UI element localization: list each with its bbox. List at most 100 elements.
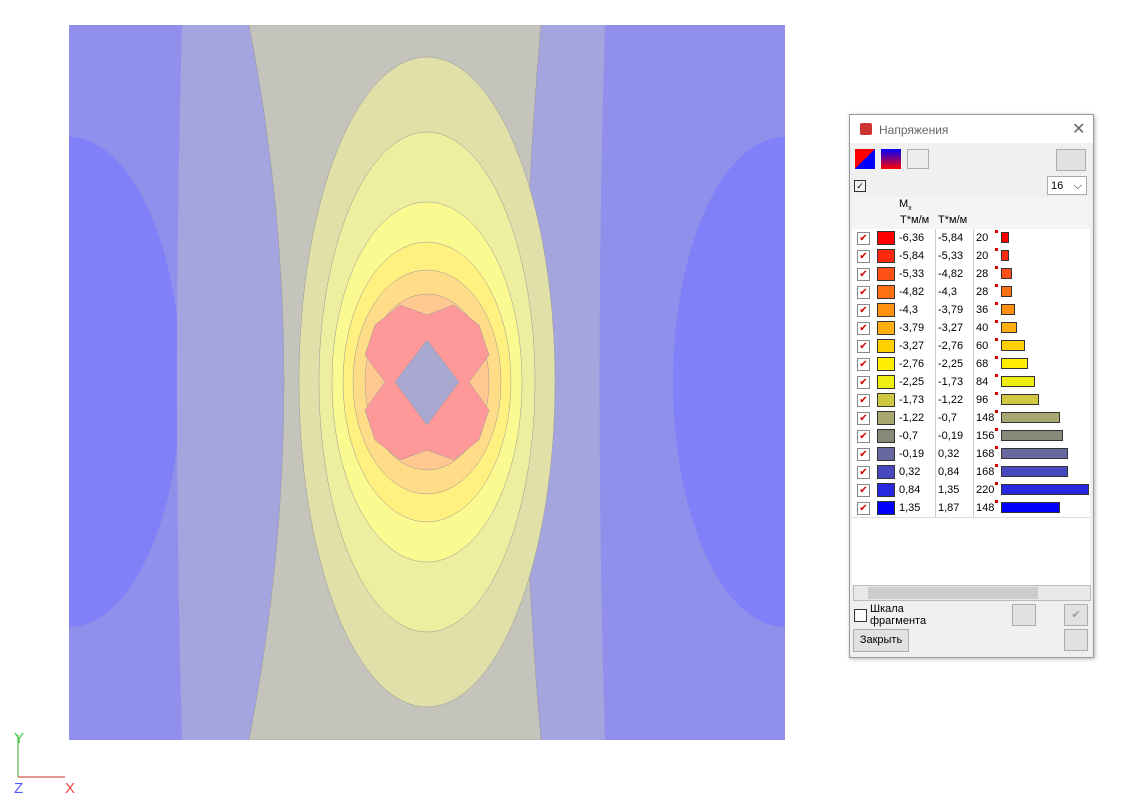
row-check[interactable]: ✔ <box>857 268 870 281</box>
table-row: ✔ 0,32 0,84 168 <box>852 463 1090 482</box>
range-to: -3,27 <box>936 319 974 337</box>
count-bar <box>1001 394 1040 405</box>
row-check[interactable]: ✔ <box>857 340 870 353</box>
count-bar <box>1001 376 1035 387</box>
table-row: ✔ -2,25 -1,73 84 <box>852 373 1090 392</box>
range-to: -1,22 <box>936 391 974 409</box>
table-row: ✔ -1,73 -1,22 96 <box>852 391 1090 410</box>
apply-button[interactable]: ✔ <box>1064 604 1088 626</box>
count-bar <box>1001 448 1069 459</box>
scrollbar[interactable] <box>853 585 1091 601</box>
tool-button[interactable] <box>1056 149 1086 171</box>
row-check[interactable]: ✔ <box>857 358 870 371</box>
color-swatch <box>877 393 895 407</box>
range-to: -4,3 <box>936 283 974 301</box>
table-row: ✔ -4,82 -4,3 28 <box>852 283 1090 302</box>
range-from: -2,76 <box>897 355 936 373</box>
marker <box>995 392 998 395</box>
table-row: ✔ -0,7 -0,19 156 <box>852 427 1090 446</box>
range-to: 0,32 <box>936 445 974 463</box>
row-check[interactable]: ✔ <box>857 412 870 425</box>
color-swatch <box>877 483 895 497</box>
tool-button[interactable] <box>1064 629 1088 651</box>
count: 20 <box>976 250 989 262</box>
settings-button[interactable] <box>1012 604 1036 626</box>
color-swatch <box>877 429 895 443</box>
range-from: -6,36 <box>897 229 936 247</box>
table-row: ✔ -3,27 -2,76 60 <box>852 337 1090 356</box>
range-to: -5,33 <box>936 247 974 265</box>
color-swatch <box>877 249 895 263</box>
table-row: ✔ -6,36 -5,84 20 <box>852 229 1090 248</box>
row-check[interactable]: ✔ <box>857 250 870 263</box>
count-bar <box>1001 358 1029 369</box>
count-bar <box>1001 466 1069 477</box>
tool-button[interactable] <box>881 149 901 169</box>
row-check[interactable]: ✔ <box>857 430 870 443</box>
row-check[interactable]: ✔ <box>857 394 870 407</box>
checkbox[interactable]: ✓ <box>854 180 866 192</box>
count: 168 <box>976 448 995 460</box>
row-check[interactable]: ✔ <box>857 466 870 479</box>
count: 156 <box>976 430 995 442</box>
range-from: -0,7 <box>897 427 936 445</box>
range-to: -0,7 <box>936 409 974 427</box>
range-from: 1,35 <box>897 499 936 517</box>
range-from: 0,32 <box>897 463 936 481</box>
color-swatch <box>877 231 895 245</box>
marker <box>995 446 998 449</box>
marker <box>995 284 998 287</box>
color-swatch <box>877 321 895 335</box>
row-check[interactable]: ✔ <box>857 322 870 335</box>
title-bar: Напряжения ✕ <box>850 115 1093 143</box>
range-from: -3,27 <box>897 337 936 355</box>
checkbox[interactable] <box>854 609 867 622</box>
count-select[interactable]: 16 ⌵ <box>1047 176 1087 195</box>
close-button[interactable]: Закрыть <box>853 629 909 652</box>
table-row: ✔ -4,3 -3,79 36 <box>852 301 1090 320</box>
label-line: Шкала <box>870 603 904 615</box>
marker <box>995 374 998 377</box>
tool-button[interactable] <box>855 149 875 169</box>
count: 60 <box>976 340 989 352</box>
range-to: -1,73 <box>936 373 974 391</box>
axis-x: X <box>65 780 75 797</box>
range-from: -1,22 <box>897 409 936 427</box>
range-to: 0,84 <box>936 463 974 481</box>
row-check[interactable]: ✔ <box>857 484 870 497</box>
count-bar <box>1001 430 1064 441</box>
range-from: -1,73 <box>897 391 936 409</box>
count: 40 <box>976 322 989 334</box>
range-from: -3,79 <box>897 319 936 337</box>
marker <box>995 320 998 323</box>
color-swatch <box>877 267 895 281</box>
row-check[interactable]: ✔ <box>857 376 870 389</box>
count: 168 <box>976 466 995 478</box>
range-to: -2,76 <box>936 337 974 355</box>
contour-plot <box>69 25 785 740</box>
tool-button[interactable] <box>907 149 929 169</box>
range-from: -4,82 <box>897 283 936 301</box>
axis-gizmo: Y Z X <box>14 730 75 797</box>
close-icon[interactable]: ✕ <box>1072 121 1086 138</box>
app-icon <box>860 123 872 135</box>
marker <box>995 410 998 413</box>
range-to: 1,35 <box>936 481 974 499</box>
label-line: фрагмента <box>870 615 927 627</box>
row-check[interactable]: ✔ <box>857 304 870 317</box>
row-check[interactable]: ✔ <box>857 286 870 299</box>
count: 220 <box>976 484 995 496</box>
count-bar <box>1001 502 1061 513</box>
marker <box>995 464 998 467</box>
row-check[interactable]: ✔ <box>857 502 870 515</box>
table-row: ✔ 1,35 1,87 148 <box>852 499 1090 518</box>
color-swatch <box>877 375 895 389</box>
count-bar <box>1001 268 1013 279</box>
range-to: -2,25 <box>936 355 974 373</box>
marker <box>995 338 998 341</box>
row-check[interactable]: ✔ <box>857 448 870 461</box>
row-check[interactable]: ✔ <box>857 232 870 245</box>
symbol: M <box>899 198 909 210</box>
count: 68 <box>976 358 989 370</box>
scroll-thumb[interactable] <box>868 587 1038 599</box>
